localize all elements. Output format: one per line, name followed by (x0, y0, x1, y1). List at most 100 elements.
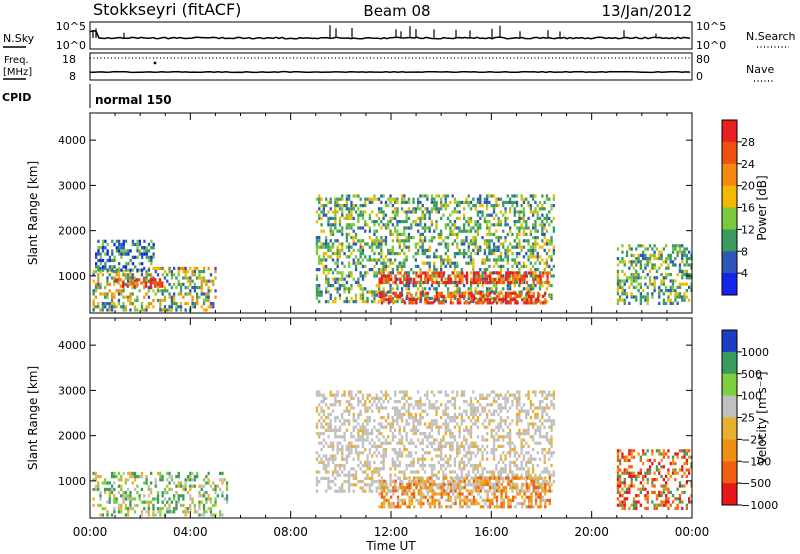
echo-cell (433, 482, 436, 486)
echo-cell (124, 239, 128, 243)
echo-cell (653, 244, 656, 248)
echo-cell (368, 467, 371, 471)
echo-cell (108, 487, 111, 491)
echo-cell (113, 494, 116, 498)
echo-cell (366, 271, 369, 275)
echo-cell (377, 486, 381, 490)
echo-cell (361, 422, 365, 426)
echo-cell (685, 253, 688, 257)
echo-cell (143, 252, 146, 256)
echo-cell (541, 393, 544, 397)
echo-cell (479, 277, 482, 281)
echo-cell (477, 502, 480, 506)
echo-cell (630, 279, 633, 283)
echo-cell (408, 476, 411, 480)
echo-cell (341, 486, 344, 490)
echo-cell (541, 232, 544, 236)
echo-cell (676, 253, 679, 257)
echo-cell (154, 484, 157, 488)
echo-cell (516, 294, 519, 299)
echo-cell (458, 216, 461, 220)
echo-cell (140, 302, 144, 306)
echo-cell (357, 226, 360, 230)
echo-cell (499, 406, 503, 410)
echo-cell (479, 216, 482, 220)
nsearch-label: N.Search (746, 30, 796, 43)
echo-cell (690, 276, 693, 280)
echo-cell (392, 486, 395, 490)
echo-cell (483, 300, 486, 304)
echo-cell (430, 476, 434, 480)
echo-cell (359, 287, 362, 291)
echo-cell (421, 476, 424, 480)
echo-cell (451, 280, 454, 284)
echo-cell (419, 412, 422, 416)
echo-cell (104, 295, 107, 299)
echo-cell (518, 210, 521, 214)
echo-cell (522, 438, 526, 442)
echo-cell (352, 258, 355, 262)
nsky-tick-top: 10^5 (56, 20, 86, 33)
echo-cell (182, 266, 185, 270)
echo-cell (334, 476, 337, 480)
echo-cell (653, 285, 656, 289)
nave-label: Nave (746, 63, 774, 76)
echo-cell (366, 428, 369, 432)
echo-cell (336, 400, 339, 404)
echo-cell (177, 484, 180, 488)
echo-cell (361, 210, 365, 214)
echo-cell (440, 232, 443, 236)
echo-cell (543, 223, 546, 227)
echo-cell (327, 277, 330, 281)
echo-cell (413, 495, 416, 499)
echo-cell (447, 291, 450, 295)
echo-cell (548, 223, 551, 227)
echo-cell (511, 271, 515, 275)
echo-cell (394, 226, 397, 230)
echo-cell (419, 232, 422, 236)
echo-cell (509, 435, 512, 439)
echo-cell (658, 266, 661, 270)
echo-cell (433, 467, 436, 471)
echo-cell (506, 255, 509, 259)
echo-cell (475, 502, 478, 506)
echo-cell (430, 425, 434, 429)
echo-cell (396, 416, 399, 420)
echo-cell (421, 242, 424, 246)
echo-cell (350, 473, 353, 477)
echo-cell (423, 223, 427, 227)
echo-cell (389, 220, 392, 224)
echo-cell (548, 242, 551, 246)
echo-cell (495, 245, 498, 249)
echo-cell (449, 264, 452, 268)
echo-cell (616, 273, 620, 277)
echo-cell (490, 476, 493, 480)
echo-cell (520, 489, 523, 493)
echo-cell (438, 294, 441, 299)
echo-cell (325, 300, 328, 304)
echo-cell (377, 444, 381, 448)
echo-cell (108, 268, 112, 272)
echo-cell (410, 281, 413, 285)
echo-cell (380, 277, 384, 281)
echo-cell (341, 422, 344, 426)
echo-cell (440, 390, 443, 394)
echo-cell (472, 248, 475, 252)
echo-cell (357, 213, 360, 217)
echo-cell (481, 236, 484, 240)
echo-cell (387, 393, 390, 397)
echo-cell (150, 500, 153, 504)
echo-cell (403, 284, 406, 288)
echo-cell (514, 294, 517, 299)
echo-cell (343, 204, 346, 208)
echo-cell (345, 448, 348, 452)
echo-cell (341, 248, 344, 252)
echo-cell (459, 505, 462, 509)
echo-cell (479, 482, 482, 486)
echo-cell (655, 257, 659, 261)
echo-cell (690, 285, 693, 289)
echo-cell (108, 500, 111, 504)
echo-cell (150, 258, 153, 263)
echo-cell (463, 486, 466, 490)
echo-cell (474, 236, 477, 240)
